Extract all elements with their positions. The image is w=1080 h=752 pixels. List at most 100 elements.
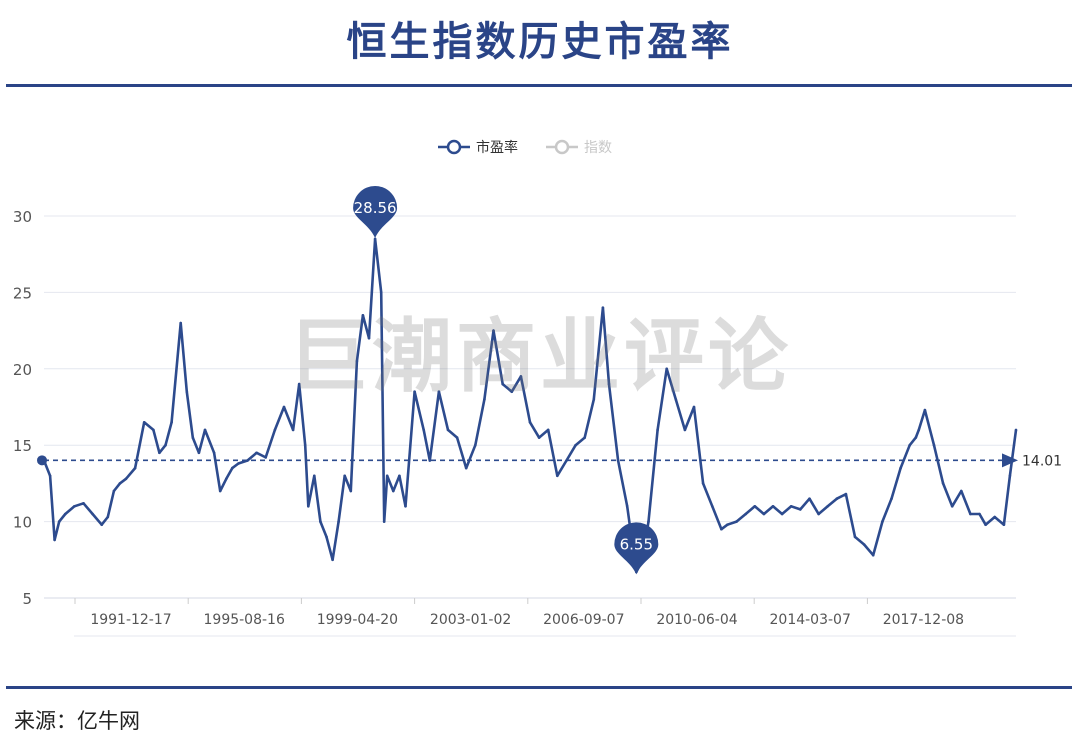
pe-data-point: [291, 428, 295, 432]
pe-data-point: [64, 512, 67, 516]
y-tick-label: 15: [13, 437, 32, 455]
pe-data-point: [361, 314, 365, 317]
pe-data-point: [932, 443, 936, 447]
pe-data-point: [82, 502, 85, 505]
pe-data-point: [191, 436, 195, 439]
pe-data-point: [307, 505, 310, 508]
pe-data-point: [212, 451, 216, 455]
extreme-markers: 28.56 6.55: [353, 186, 659, 575]
pe-data-point: [556, 474, 559, 478]
pe-data-point: [367, 336, 371, 340]
x-tick-label: 2017-12-08: [883, 612, 964, 628]
pe-data-point: [124, 477, 128, 481]
pe-data-point: [853, 535, 857, 539]
pe-data-point: [720, 527, 723, 531]
pe-data-point: [565, 459, 568, 462]
pe-data-point: [112, 489, 116, 493]
pe-data-point: [355, 359, 359, 363]
pe-data-point: [492, 329, 495, 332]
pe-data-point: [984, 523, 987, 526]
marker-pin: [614, 522, 659, 575]
pe-data-point: [446, 428, 450, 432]
pe-data-point: [674, 398, 678, 401]
x-tick-label: 2003-01-02: [430, 612, 511, 628]
pe-data-point: [373, 237, 377, 241]
pe-data-point: [142, 421, 146, 424]
pe-data-point: [923, 408, 927, 412]
pe-data-point: [273, 428, 277, 432]
pe-data-point: [789, 505, 793, 508]
pe-data-point: [537, 436, 541, 439]
pe-data-point: [48, 474, 52, 478]
legend-item[interactable]: 市盈率: [438, 139, 518, 156]
pe-data-point: [899, 466, 902, 470]
pe-data-point: [413, 390, 416, 394]
footer-divider: [6, 686, 1072, 689]
pe-line-chart: 5 10 15 20 25 30 1991-12-17 1995-08-16 1999-04-…: [13, 139, 1062, 637]
pe-data-point: [546, 428, 550, 432]
pe-series-line: [42, 237, 1018, 574]
pe-data-point: [1002, 523, 1006, 526]
pe-data-point: [993, 515, 996, 519]
pe-data-point: [762, 512, 766, 516]
pe-data-point: [313, 474, 316, 478]
pe-data-point: [392, 489, 395, 493]
pe-data-point: [337, 520, 340, 523]
pe-data-point: [726, 523, 729, 526]
x-tick-label: 2014-03-07: [770, 612, 851, 628]
pe-data-point: [826, 505, 829, 508]
pe-data-point: [203, 428, 207, 432]
pe-data-point: [656, 428, 659, 432]
pe-data-point: [237, 462, 240, 465]
pe-data-point: [914, 436, 918, 439]
pe-data-point: [379, 291, 383, 294]
pe-data-point: [844, 492, 848, 496]
pe-data-point: [1008, 474, 1012, 478]
pe-data-point: [53, 538, 56, 542]
pe-data-point: [385, 474, 389, 478]
pe-data-point: [282, 405, 286, 409]
pe-data-point: [264, 456, 268, 459]
title-divider: [6, 84, 1072, 87]
reference-line: 14.01: [37, 453, 1062, 469]
pe-data-point: [683, 428, 687, 432]
pe-data-point: [1014, 428, 1018, 432]
pe-data-point: [297, 382, 301, 386]
pe-data-point: [960, 489, 963, 493]
pe-data-point: [158, 451, 161, 455]
pe-data-point: [908, 443, 911, 447]
pe-data-point: [835, 497, 839, 501]
pe-data-point: [91, 512, 94, 516]
y-tick-label: 25: [13, 284, 32, 302]
marker-label: 28.56: [354, 199, 397, 217]
pe-data-point: [483, 398, 486, 401]
pe-data-point: [890, 497, 893, 501]
pe-data-point: [303, 443, 307, 447]
pe-data-point: [133, 466, 137, 470]
y-tick-label: 5: [22, 590, 32, 608]
x-tick-label: 2010-06-04: [656, 612, 737, 628]
pe-data-point: [665, 367, 668, 371]
x-tick-label: 1991-12-17: [90, 612, 171, 628]
legend-symbol: [446, 139, 462, 155]
pe-data-point: [862, 543, 866, 546]
legend-item[interactable]: 指数: [546, 139, 612, 156]
pe-data-point: [231, 466, 234, 470]
pe-data-point: [817, 512, 820, 516]
pe-data-point: [100, 523, 103, 526]
pe-data-point: [625, 505, 629, 508]
pe-data-point: [701, 482, 705, 485]
grid-lines: [44, 215, 1016, 637]
pe-data-point: [422, 428, 426, 432]
x-tick-label: 2006-09-07: [543, 612, 624, 628]
pe-data-point: [319, 520, 322, 523]
pe-data-point: [474, 443, 477, 447]
legend[interactable]: 市盈率 指数: [438, 139, 612, 156]
pe-data-point: [941, 482, 945, 485]
pe-data-point: [404, 505, 407, 508]
legend-label: 指数: [584, 140, 612, 156]
series-layer: [42, 237, 1018, 574]
pe-data-point: [246, 459, 249, 462]
marker-pin: [353, 186, 398, 239]
pe-data-point: [73, 505, 76, 508]
